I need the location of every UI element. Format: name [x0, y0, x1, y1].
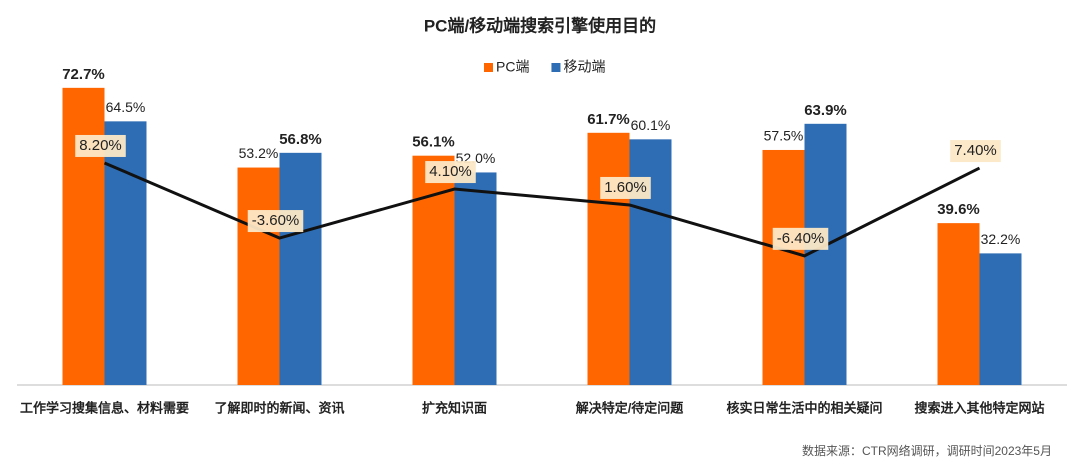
data-label: 57.5%	[764, 128, 804, 144]
line-label: 4.10%	[425, 161, 476, 184]
data-label: 72.7%	[62, 66, 105, 83]
line-label: -6.40%	[772, 227, 829, 250]
data-label: 60.1%	[631, 117, 671, 133]
source: 数据来源：CTR网络调研，调研时间2023年5月	[802, 443, 1052, 458]
x-tick-label: 扩充知识面	[422, 400, 487, 415]
legend: PC端 移动端	[484, 59, 605, 75]
data-label: 53.2%	[239, 145, 279, 161]
data-label: 56.1%	[412, 134, 455, 151]
x-tick-label: 解决特定/待定问题	[575, 400, 685, 415]
line-label-text: -6.40%	[777, 230, 825, 247]
bar	[587, 132, 630, 385]
chart-title: PC端/移动端搜索引擎使用目的	[424, 15, 656, 35]
bar	[454, 172, 497, 385]
bar	[237, 167, 280, 385]
legend-swatch	[484, 63, 493, 72]
line-label: -3.60%	[247, 210, 304, 233]
data-label: 56.8%	[279, 131, 322, 148]
line-label-box	[772, 227, 829, 250]
line-label-text: 4.10%	[429, 163, 472, 180]
data-label: 32.2%	[981, 231, 1021, 247]
data-label: 64.5%	[106, 99, 146, 115]
line	[103, 161, 981, 258]
line-label-box	[600, 176, 651, 199]
line-label-box	[425, 161, 476, 184]
x-tick-label: 工作学习搜集信息、材料需要	[20, 400, 189, 415]
data-label: 61.7%	[587, 111, 630, 128]
bar	[762, 149, 805, 385]
bar	[937, 223, 980, 385]
bar	[804, 123, 847, 385]
x-tick-label: 核实日常生活中的相关疑问	[726, 400, 882, 415]
data-label: 39.6%	[937, 201, 980, 218]
bar	[279, 152, 322, 385]
line-label: 8.20%	[75, 134, 126, 157]
x-tick-label: 搜索进入其他特定网站	[914, 400, 1044, 415]
legend-swatch	[551, 63, 561, 72]
line-label-box	[75, 134, 126, 157]
line-label-text: 7.40%	[954, 142, 997, 159]
legend-label: PC端	[496, 59, 529, 75]
line-label-text: 1.60%	[604, 179, 647, 196]
bar	[629, 139, 672, 385]
line-label-box	[950, 140, 1001, 163]
line-label-box	[247, 210, 304, 233]
legend-label: 移动端	[563, 59, 605, 75]
bar	[62, 87, 105, 386]
line-label: 1.60%	[600, 176, 651, 199]
line-label-text: -3.60%	[252, 212, 300, 229]
bar	[104, 121, 147, 385]
data-label: 63.9%	[804, 102, 847, 119]
x-tick-label: 了解即时的新闻、资讯	[214, 400, 344, 415]
bar	[979, 253, 1022, 385]
line-label: 7.40%	[950, 140, 1001, 163]
line-label-text: 8.20%	[79, 137, 122, 154]
